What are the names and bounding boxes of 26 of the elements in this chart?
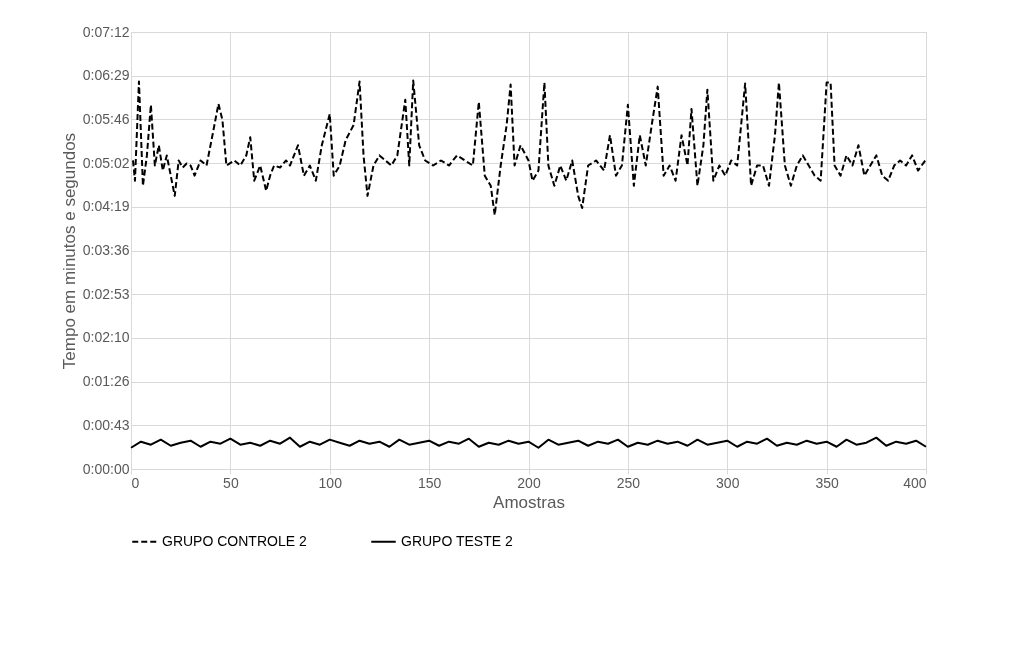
y-tick-label: 0:05:46 xyxy=(82,110,130,127)
x-tick-label: 300 xyxy=(716,474,740,491)
x-tick-label: 200 xyxy=(517,474,541,491)
line-series xyxy=(131,79,927,217)
y-tick-label: 0:07:12 xyxy=(82,23,130,40)
y-tick-label: 0:05:02 xyxy=(82,154,130,171)
y-tick-label: 0:02:53 xyxy=(82,285,130,302)
x-tick-label: 50 xyxy=(223,474,239,491)
x-axis-title: Amostras xyxy=(493,492,565,512)
x-tick-label: 400 xyxy=(903,474,927,491)
x-tick-label: 0 xyxy=(131,474,140,491)
y-tick-label: 0:06:29 xyxy=(82,67,130,84)
y-axis-title: Tempo em minutos e segundos xyxy=(59,132,79,370)
y-tick-label: 0:04:19 xyxy=(82,198,130,215)
y-tick-label: 0:02:10 xyxy=(82,329,130,346)
x-tick-label: 350 xyxy=(815,474,840,491)
y-tick-label: 0:00:43 xyxy=(82,416,130,433)
line-series xyxy=(130,436,927,449)
x-tick-label: 150 xyxy=(417,474,442,491)
legend-label: GRUPO TESTE 2 xyxy=(401,532,513,549)
x-tick-label: 100 xyxy=(318,474,343,491)
y-tick-label: 0:00:00 xyxy=(82,460,130,477)
y-tick-label: 0:03:36 xyxy=(82,242,130,258)
y-tick-label: 0:01:26 xyxy=(82,373,130,390)
x-tick-label: 250 xyxy=(616,474,641,491)
legend-label: GRUPO CONTROLE 2 xyxy=(162,532,307,549)
